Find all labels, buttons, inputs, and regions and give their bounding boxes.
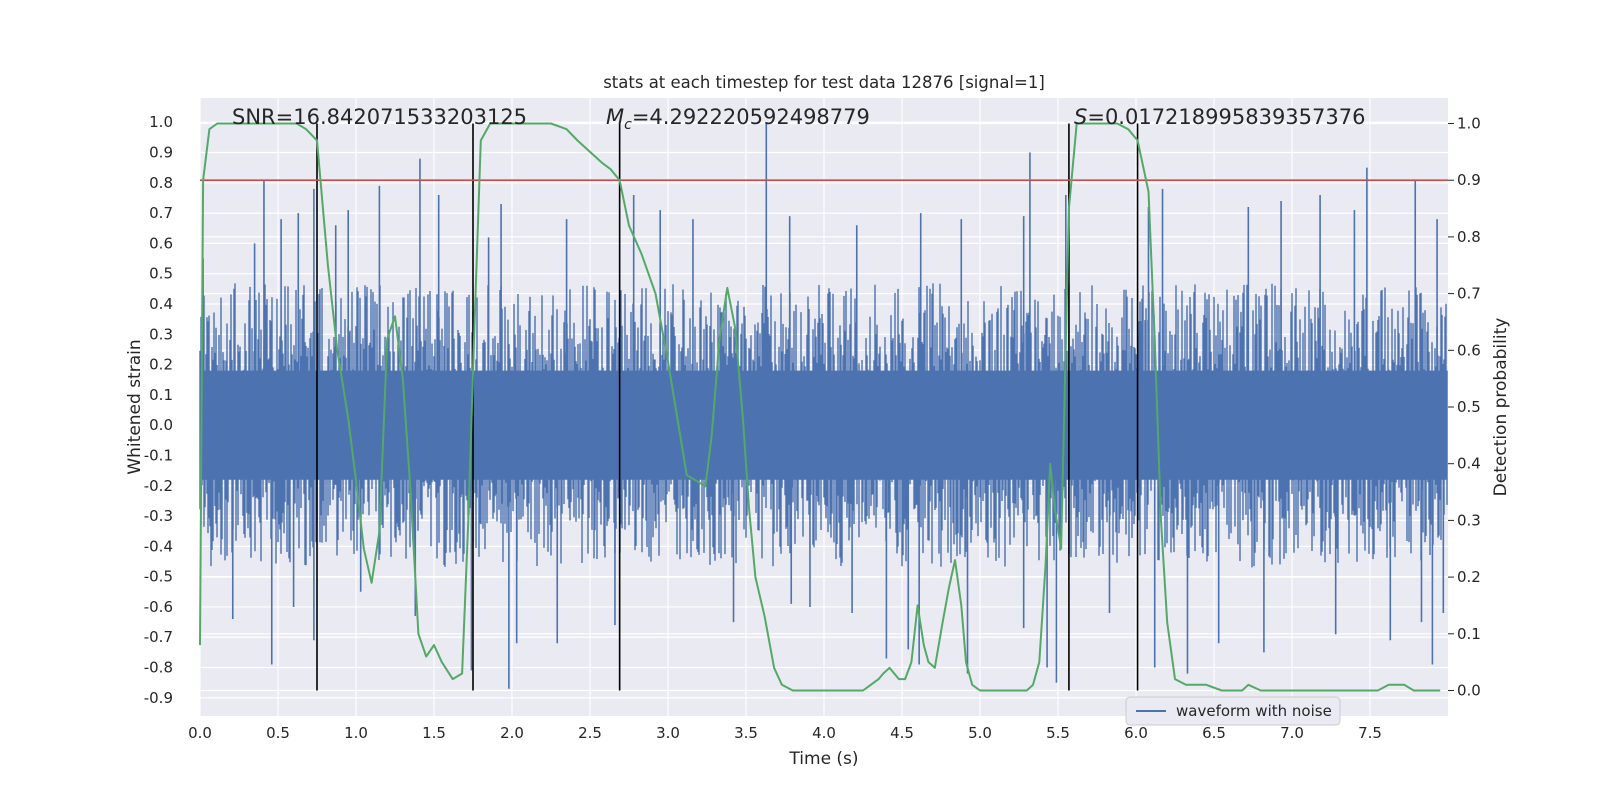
event-markers xyxy=(316,123,1139,691)
x-tick-label: 0.0 xyxy=(188,724,212,742)
y2-tick-label: 0.7 xyxy=(1457,285,1481,303)
y-tick-label: 0.4 xyxy=(149,295,173,313)
y2-tick-label: 0.2 xyxy=(1457,568,1481,586)
y-tick-label: 0.2 xyxy=(149,356,173,374)
snr-annotation: SNR=16.842071533203125 xyxy=(232,105,527,129)
chirp-mass-symbol: M xyxy=(606,105,624,129)
y-tick-label: 0.6 xyxy=(149,234,173,252)
y-tick-label: 0.1 xyxy=(149,386,173,404)
legend-label: waveform with noise xyxy=(1176,702,1332,720)
y2-tick-label: 0.1 xyxy=(1457,625,1481,643)
spin-symbol: S xyxy=(1074,105,1087,129)
x-tick-label: 4.5 xyxy=(890,724,914,742)
y-axis-label: Whitened strain xyxy=(125,339,145,474)
x-tick-label: 2.0 xyxy=(500,724,524,742)
y-tick-label: 0.8 xyxy=(149,174,173,192)
y-tick-label: -0.7 xyxy=(144,628,173,646)
x-tick-label: 2.5 xyxy=(578,724,602,742)
y2-tick-label: 0.9 xyxy=(1457,171,1481,189)
x-tick-label: 1.5 xyxy=(422,724,446,742)
x-tick-label: 1.0 xyxy=(344,724,368,742)
y2-ticks: 1.0 0.9 0.8 0.7 0.6 0.5 0.4 0.3 0.2 0.1 0.0 xyxy=(1448,115,1481,699)
y-tick-label: -0.4 xyxy=(144,537,173,555)
probability-series xyxy=(199,122,1441,692)
legend-box xyxy=(1125,696,1341,726)
probability-line xyxy=(199,122,1441,692)
waveform-body xyxy=(199,283,1448,568)
y-tick-label: -0.2 xyxy=(144,477,173,495)
x-tick-label: 3.5 xyxy=(734,724,758,742)
x-tick-label: 5.5 xyxy=(1046,724,1070,742)
y-tick-label: 0.9 xyxy=(149,144,173,162)
y-tick-label: 0.0 xyxy=(149,416,173,434)
y2-tick-label: 0.5 xyxy=(1457,398,1481,416)
y-tick-label: -0.6 xyxy=(144,598,173,616)
y-ticks: 1.0 0.9 0.8 0.7 0.6 0.5 0.4 0.3 0.2 0.1 0.0 -0.1 -0.… xyxy=(144,113,173,707)
y-tick-label: 0.7 xyxy=(149,204,173,222)
x-tick-label: 6.0 xyxy=(1124,724,1148,742)
x-tick-label: 0.5 xyxy=(266,724,290,742)
spin-value: =0.017218995839357376 xyxy=(1087,105,1365,129)
y-tick-label: -0.5 xyxy=(144,568,173,586)
x-tick-label: 4.0 xyxy=(812,724,836,742)
x-tick-label: 7.5 xyxy=(1358,724,1382,742)
spin-annotation: S=0.017218995839357376 xyxy=(1074,105,1365,129)
x-tick-label: 3.0 xyxy=(656,724,680,742)
y2-tick-label: 0.0 xyxy=(1457,681,1481,699)
chirp-mass-value: =4.292220592498779 xyxy=(632,105,870,129)
chirp-mass-subscript: c xyxy=(624,117,632,133)
x-tick-label: 5.0 xyxy=(968,724,992,742)
x-axis-label: Time (s) xyxy=(788,749,858,769)
y-tick-label: 1.0 xyxy=(149,113,173,131)
y2-tick-label: 0.4 xyxy=(1457,455,1481,473)
y2-tick-label: 0.3 xyxy=(1457,511,1481,529)
y-tick-label: -0.3 xyxy=(144,507,173,525)
chirp-mass-annotation: Mc=4.292220592498779 xyxy=(606,105,870,133)
y-tick-label: -0.9 xyxy=(144,689,173,707)
legend: waveform with noise xyxy=(1125,696,1341,726)
chart-title: stats at each timestep for test data 128… xyxy=(603,73,1045,92)
y2-tick-label: 0.8 xyxy=(1457,228,1481,246)
y2-tick-label: 0.6 xyxy=(1457,341,1481,359)
y-tick-label: 0.3 xyxy=(149,325,173,343)
y-tick-label: -0.8 xyxy=(144,659,173,677)
waveform-series xyxy=(199,122,1448,689)
y-tick-label: -0.1 xyxy=(144,446,173,464)
x-tick-label: 6.5 xyxy=(1202,724,1226,742)
y2-tick-label: 1.0 xyxy=(1457,115,1481,133)
y2-axis-label: Detection probability xyxy=(1491,318,1511,497)
x-ticks: 0.0 0.5 1.0 1.5 2.0 2.5 3.0 3.5 4.0 4.5 5.0 5.5 6.0 6… xyxy=(188,724,1382,742)
y-tick-label: 0.5 xyxy=(149,265,173,283)
x-tick-label: 7.0 xyxy=(1280,724,1304,742)
